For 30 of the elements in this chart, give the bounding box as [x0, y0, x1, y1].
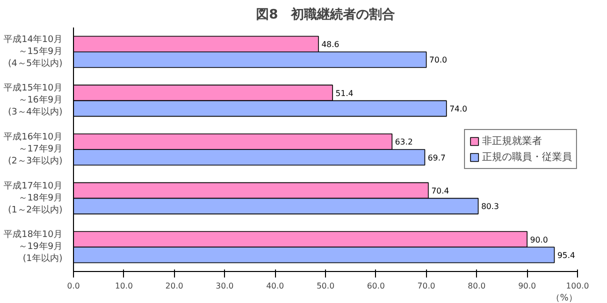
x-axis-title: （%） — [550, 294, 578, 303]
y-tick-label: 平成16年10月～17年9月(2～3年以内) — [4, 132, 63, 166]
x-tick-label: 0.0 — [67, 282, 80, 290]
data-label: 90.0 — [530, 235, 548, 244]
data-label: 95.4 — [557, 250, 576, 260]
data-label: 74.0 — [449, 104, 468, 114]
x-tick-label: 80.0 — [468, 282, 486, 290]
x-tick-label: 10.0 — [114, 282, 133, 290]
data-label: 69.7 — [428, 153, 446, 162]
chart-title: 図8 初職継続者の割合 — [256, 6, 396, 22]
x-tick-label: 50.0 — [316, 282, 334, 290]
x-tick-label: 60.0 — [366, 282, 385, 290]
x-tick-label: 20.0 — [165, 282, 184, 290]
x-tick-label: 30.0 — [216, 282, 234, 290]
legend-label: 非正規就業者 — [482, 134, 542, 148]
x-tick-label: 90.0 — [518, 282, 536, 290]
y-tick-label: 平成14年10月～15年9月(4～5年以内) — [4, 34, 63, 69]
legend-label: 正規の職員・従業員 — [482, 150, 572, 164]
data-label: 70.0 — [429, 56, 448, 65]
y-tick-label: 平成15年10月～16年9月(3～4年以内) — [4, 82, 63, 118]
x-tick-label: 40.0 — [266, 282, 284, 290]
x-tick-label: 70.0 — [417, 282, 436, 290]
data-label: 51.4 — [336, 88, 354, 98]
y-tick-label: 平成17年10月～18年9月(1～2年以内) — [4, 180, 63, 216]
data-label: 48.6 — [321, 40, 340, 50]
y-tick-label: 平成18年10月～19年9月(1年以内) — [4, 229, 63, 264]
data-label: 63.2 — [395, 138, 413, 147]
x-tick-label: 100.0 — [566, 282, 589, 290]
data-label: 80.3 — [481, 202, 500, 212]
data-label: 70.4 — [431, 186, 450, 196]
